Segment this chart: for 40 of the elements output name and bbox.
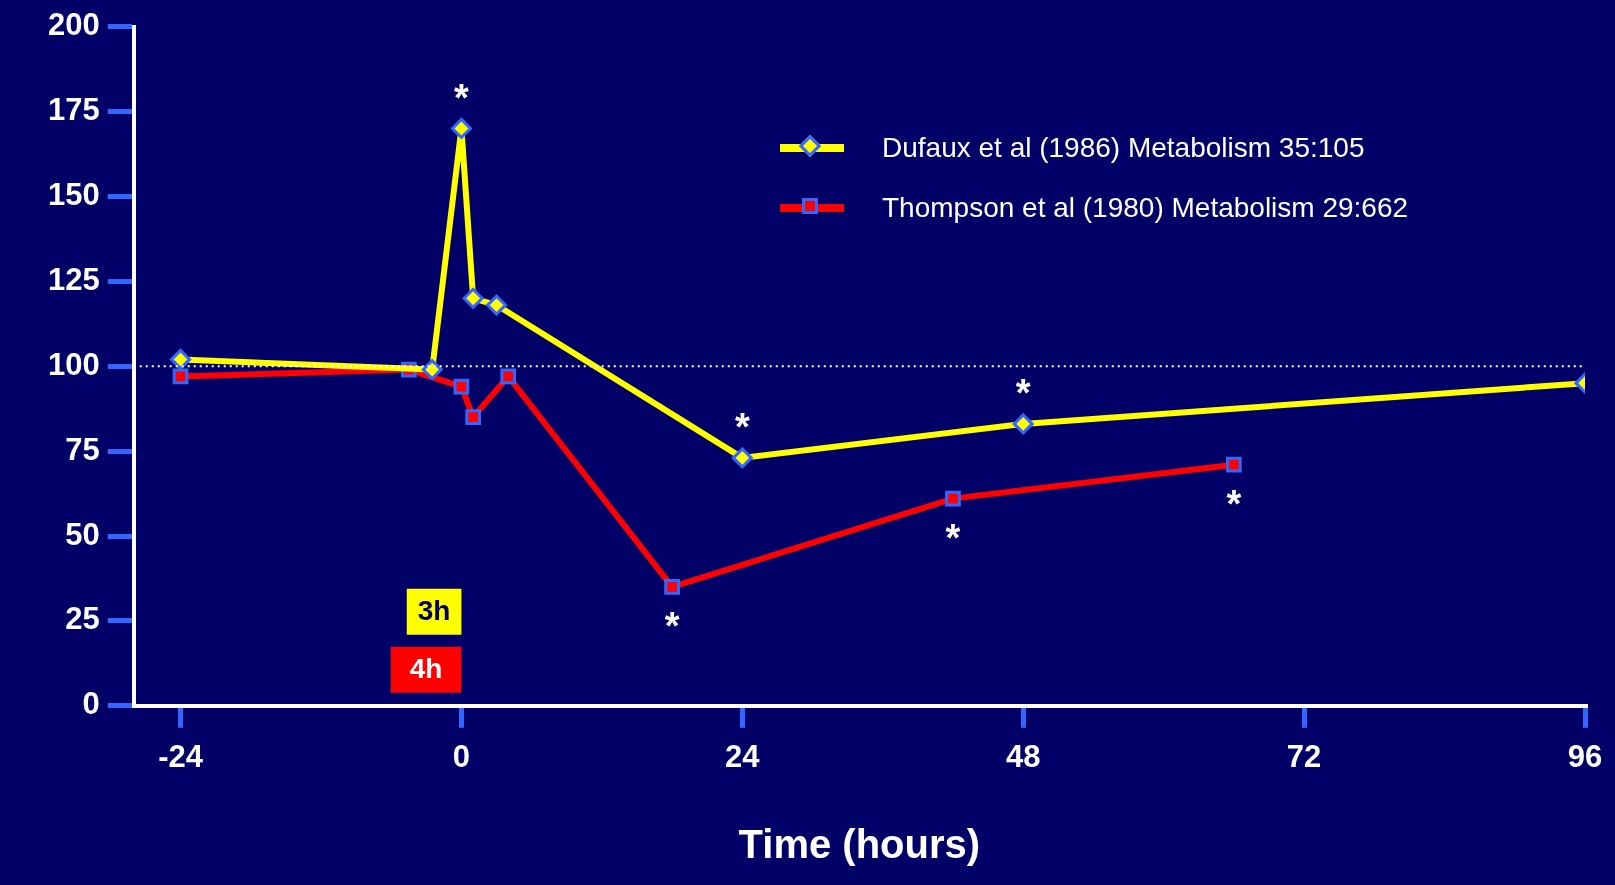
x-tick-label: 24 [725, 738, 761, 774]
annotation: * [664, 605, 680, 648]
x-tick-label: 0 [452, 738, 471, 774]
annotation: * [454, 76, 470, 119]
y-tick-label: 200 [47, 7, 100, 43]
y-tick-label: 100 [47, 346, 100, 382]
y-tick-label: 25 [65, 601, 100, 637]
annotation: 3h [417, 594, 451, 626]
y-tick-label: 0 [82, 686, 100, 722]
point [945, 490, 961, 507]
point [172, 368, 189, 385]
legend-label: Thompson et al (1980) Metabolism 29:662 [882, 192, 1409, 224]
y-tick-label: 175 [47, 92, 100, 128]
point [170, 348, 192, 370]
x-tick-label: 48 [1005, 738, 1041, 774]
point [421, 359, 443, 381]
x-tick-label: -24 [158, 738, 204, 774]
x-tick-label: 72 [1286, 738, 1322, 774]
y-tick-label: 125 [47, 261, 100, 297]
y-tick-label: 150 [47, 176, 100, 212]
point [450, 117, 472, 139]
point [1226, 456, 1242, 473]
annotation: * [1015, 372, 1031, 415]
y-tick-label: 75 [65, 431, 100, 467]
x-tick-label: 96 [1567, 738, 1603, 774]
x-axis-title: Time (hours) [738, 822, 981, 867]
point [462, 287, 484, 309]
point [500, 368, 517, 385]
point [486, 294, 508, 316]
annotation: * [734, 406, 750, 449]
annotation: * [945, 517, 961, 560]
annotation: * [1226, 483, 1242, 526]
annotation: 4h [409, 652, 443, 684]
point [664, 579, 680, 595]
point [453, 378, 470, 395]
point [731, 447, 753, 469]
y-tick-label: 50 [65, 516, 100, 552]
point [465, 409, 481, 425]
point [1012, 413, 1034, 435]
legend-label: Dufaux et al (1986) Metabolism 35:105 [882, 132, 1365, 164]
